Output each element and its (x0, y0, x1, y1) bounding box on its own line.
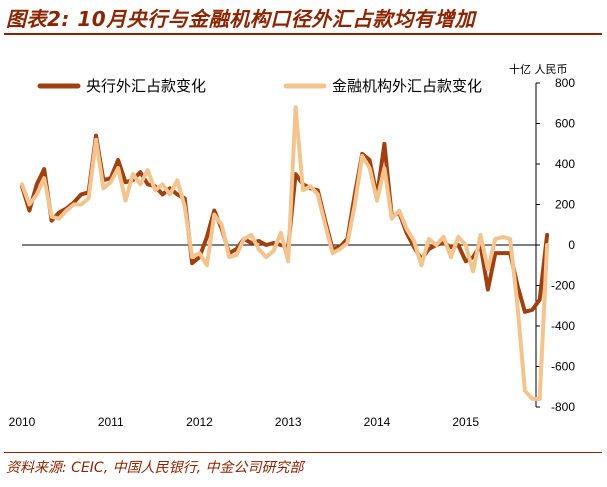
y-tick-label: 800 (555, 76, 575, 90)
page-title: 图表2: 10月央行与金融机构口径外汇占款均有增加 (6, 7, 476, 31)
y-tick-label: 200 (555, 198, 575, 212)
y-tick-label: -600 (551, 360, 575, 374)
y-tick-label: -200 (551, 279, 575, 293)
x-tick-group: 2010 2011 2012 2013 2014 2015 (9, 415, 480, 429)
legend-label-2: 金融机构外汇占款变化 (332, 77, 482, 95)
x-tick-label: 2014 (364, 415, 391, 429)
y-tick-label: -800 (551, 400, 575, 414)
x-tick-label: 2011 (98, 415, 124, 429)
y-tick-label: 0 (568, 238, 575, 252)
series-group (20, 105, 550, 401)
y-axis-unit-label: 十亿 人民币 (509, 62, 568, 76)
source-note: 资料来源: CEIC, 中国人民银行, 中金公司研究部 (6, 460, 304, 476)
x-tick-label: 2012 (186, 415, 213, 429)
source-divider (4, 452, 602, 453)
legend: 央行外汇占款变化 金融机构外汇占款变化 (37, 77, 482, 95)
series-line-2 (20, 105, 550, 401)
y-tick-label: 400 (555, 157, 575, 171)
title-divider (4, 33, 602, 35)
legend-label-1: 央行外汇占款变化 (86, 77, 206, 95)
y-tick-label: 600 (555, 117, 575, 131)
x-tick-label: 2013 (275, 415, 302, 429)
x-tick-label: 2010 (9, 415, 36, 429)
y-tick-label: -400 (551, 319, 575, 333)
x-tick-label: 2015 (452, 415, 479, 429)
y-tick-group: 800 600 400 200 0 -200 -400 -600 -800 (536, 76, 575, 414)
